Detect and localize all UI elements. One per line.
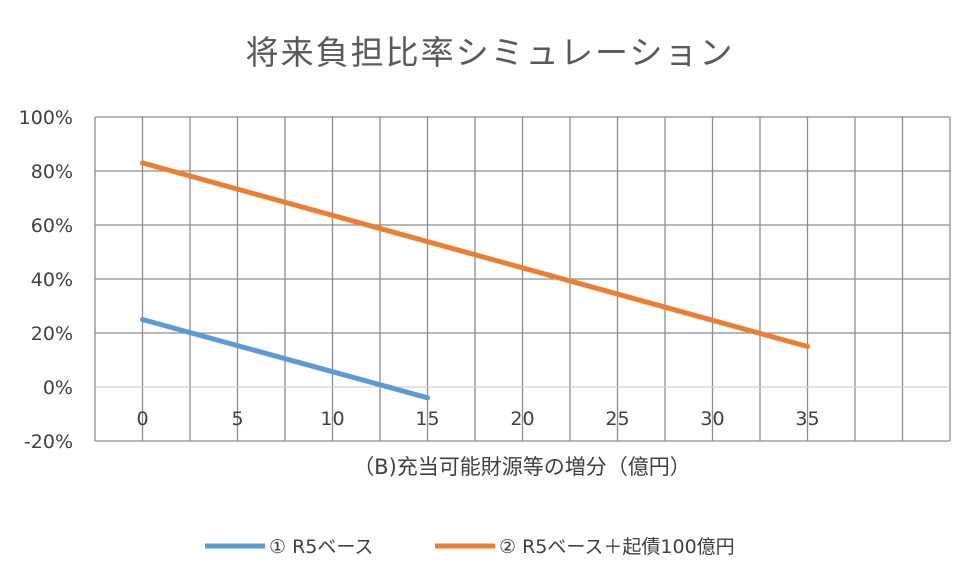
series-lines <box>140 160 810 401</box>
x-tick-label: 30 <box>700 408 724 430</box>
x-tick-label: 0 <box>136 408 148 430</box>
y-tick-label: -20% <box>24 431 73 453</box>
y-tick-label: 100% <box>19 107 73 129</box>
chart-title: 将来負担比率シミュレーション <box>246 33 735 72</box>
x-tick-label: 35 <box>795 408 819 430</box>
x-tick-label: 10 <box>320 408 344 430</box>
x-tick-label: 15 <box>415 408 439 430</box>
legend-label: ② R5ベース＋起債100億円 <box>499 536 735 558</box>
x-tick-label: 25 <box>605 408 629 430</box>
x-tick-label: 20 <box>510 408 534 430</box>
series-line-1 <box>140 317 430 401</box>
y-tick-label: 20% <box>31 323 73 345</box>
x-axis-label: （B)充当可能財源等の増分（億円） <box>353 455 691 479</box>
legend: ① R5ベース ② R5ベース＋起債100億円 <box>205 536 735 558</box>
series-line-2 <box>140 160 810 349</box>
legend-label: ① R5ベース <box>269 536 373 558</box>
y-axis-tick-labels: 100% 80% 60% 40% 20% 0% -20% <box>19 107 73 453</box>
x-axis-tick-labels: 0 5 10 15 20 25 30 35 <box>136 408 819 430</box>
y-tick-label: 80% <box>31 161 73 183</box>
x-tick-label: 5 <box>231 408 243 430</box>
y-tick-label: 0% <box>43 377 73 399</box>
grid <box>94 116 951 442</box>
y-tick-label: 60% <box>31 215 73 237</box>
y-tick-label: 40% <box>31 269 73 291</box>
